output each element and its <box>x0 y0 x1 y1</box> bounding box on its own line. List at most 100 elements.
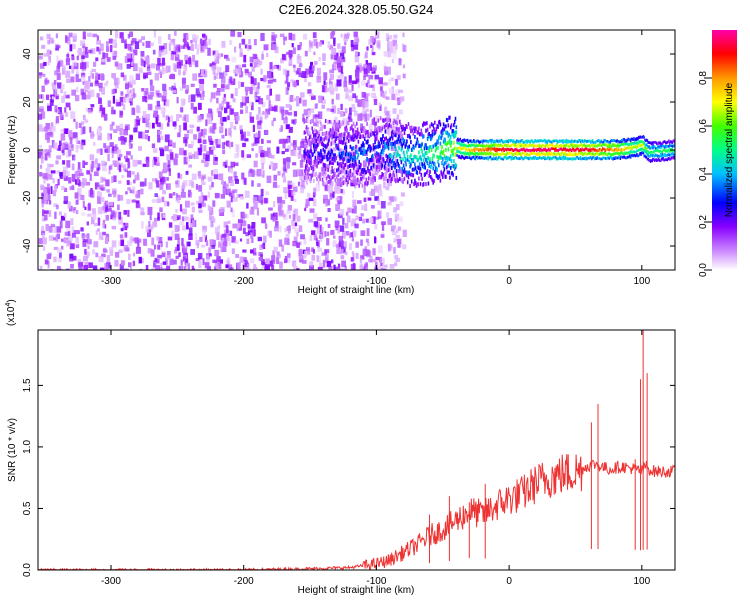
heatmap-cell <box>341 231 346 239</box>
heatmap-ridge-cell <box>468 151 470 155</box>
heatmap-cell <box>171 216 175 220</box>
heatmap-cell <box>350 149 355 158</box>
heatmap-cell <box>313 141 317 149</box>
heatmap-ridge-cell <box>363 127 366 132</box>
heatmap-cell <box>371 92 376 98</box>
heatmap-cell <box>111 176 114 183</box>
heatmap-cell <box>227 257 230 264</box>
heatmap-ridge-cell <box>317 160 320 165</box>
heatmap-cell <box>159 176 165 182</box>
heatmap-cell <box>250 102 254 111</box>
heatmap-ridge-cell <box>497 140 500 144</box>
heatmap-cell <box>147 206 153 215</box>
heatmap-cell <box>266 175 272 184</box>
heatmap-ridge-cell <box>499 156 501 159</box>
heatmap-ridge-cell <box>564 145 567 148</box>
heatmap-y-label: Frequency (Hz) <box>7 116 18 185</box>
heatmap-ridge-cell <box>416 170 419 175</box>
heatmap-cell <box>89 126 92 133</box>
heatmap-cell <box>150 42 154 47</box>
heatmap-cell <box>80 142 84 150</box>
heatmap-cell <box>155 105 159 110</box>
heatmap-cell <box>328 266 333 270</box>
heatmap-ridge-cell <box>633 146 635 149</box>
heatmap-cell <box>301 138 306 144</box>
heatmap-ridge-cell <box>617 156 619 160</box>
heatmap-ridge-cell <box>303 172 305 177</box>
heatmap-cell <box>265 263 270 270</box>
heatmap-cell <box>72 232 76 238</box>
heatmap-cell <box>295 96 299 103</box>
heatmap-cell <box>156 198 161 203</box>
heatmap-cell <box>342 148 346 156</box>
heatmap-cell <box>217 53 221 59</box>
heatmap-cell <box>280 58 284 64</box>
heatmap-cell <box>231 56 237 63</box>
heatmap-ridge-cell <box>318 129 321 134</box>
heatmap-cell <box>286 157 291 163</box>
heatmap-ridge-cell <box>583 148 586 152</box>
heatmap-ridge-cell <box>408 170 411 175</box>
heatmap-cell <box>402 64 406 69</box>
heatmap-cell <box>109 164 113 170</box>
heatmap-ridge-cell <box>333 167 336 172</box>
heatmap-ridge-cell <box>406 157 409 162</box>
heatmap-ridge-cell <box>409 184 411 188</box>
heatmap-cell <box>337 228 341 234</box>
heatmap-cell <box>249 101 253 106</box>
heatmap-cell <box>157 57 161 66</box>
heatmap-ridge-cell <box>392 121 395 126</box>
heatmap-cell <box>339 61 344 67</box>
heatmap-cell <box>72 207 77 211</box>
heatmap-ridge-cell <box>562 157 564 161</box>
heatmap-ridge-cell <box>305 136 307 141</box>
heatmap-cell <box>78 172 84 177</box>
heatmap-ridge-cell <box>344 180 346 185</box>
heatmap-cell <box>385 33 389 41</box>
heatmap-cell <box>356 168 359 172</box>
heatmap-cell <box>122 164 126 171</box>
heatmap-cell <box>142 163 147 167</box>
heatmap-ridge-cell <box>417 140 419 145</box>
heatmap-cell <box>391 93 396 101</box>
heatmap-ridge-cell <box>477 140 480 143</box>
heatmap-ridge-cell <box>417 165 419 170</box>
heatmap-cell <box>194 60 199 68</box>
heatmap-cell <box>230 207 233 213</box>
heatmap-cell <box>214 262 220 267</box>
heatmap-cell <box>154 244 157 250</box>
heatmap-cell <box>303 33 308 40</box>
heatmap-ridge-cell <box>424 172 426 177</box>
heatmap-ridge-cell <box>640 148 642 152</box>
heatmap-cell <box>332 147 337 152</box>
heatmap-cell <box>395 228 400 234</box>
heatmap-ridge-cell <box>402 180 404 184</box>
heatmap-ridge-cell <box>531 144 533 147</box>
heatmap-cell <box>245 96 249 104</box>
heatmap-ridge-cell <box>404 127 407 131</box>
heatmap-ridge-cell <box>523 147 525 150</box>
heatmap-cell <box>100 73 104 81</box>
heatmap-ridge-cell <box>396 150 399 155</box>
heatmap-cell <box>112 160 117 166</box>
heatmap-ridge-cell <box>633 137 635 140</box>
heatmap-cell <box>234 88 238 96</box>
heatmap-cell <box>331 181 334 186</box>
heatmap-cell <box>185 200 190 208</box>
heatmap-ridge-cell <box>646 139 649 142</box>
heatmap-ridge-cell <box>313 149 316 154</box>
heatmap-ridge-cell <box>418 170 421 175</box>
heatmap-cell <box>383 181 386 189</box>
heatmap-cell <box>281 173 286 178</box>
heatmap-ridge-cell <box>329 128 332 133</box>
heatmap-cell <box>182 81 186 89</box>
heatmap-ridge-cell <box>403 139 406 144</box>
heatmap-ridge-cell <box>319 159 321 163</box>
heatmap-cell <box>235 179 239 184</box>
heatmap-ridge-cell <box>435 127 438 132</box>
heatmap-cell <box>228 240 231 246</box>
heatmap-cell <box>366 93 371 97</box>
heatmap-cell <box>101 86 105 95</box>
heatmap-cell <box>38 55 43 60</box>
heatmap-ridge-cell <box>513 148 516 152</box>
